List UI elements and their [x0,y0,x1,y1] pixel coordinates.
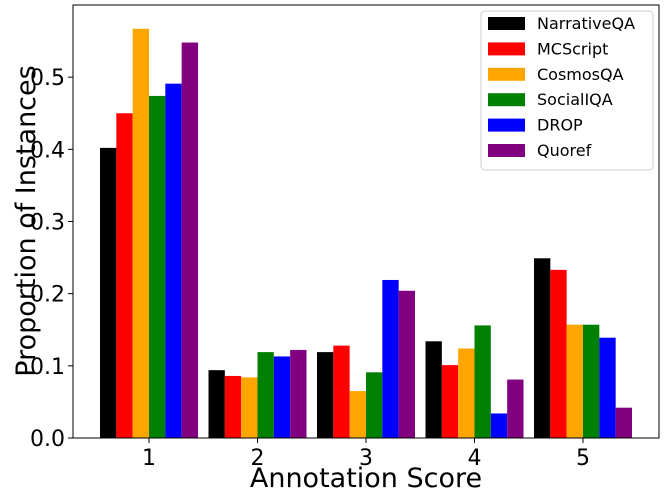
bar-mcscript-2 [224,375,242,438]
bar-mcscript-5 [550,269,567,438]
bars-group [100,28,632,439]
y-tick-label: 0.0 [30,427,65,452]
bar-quoref-3 [398,290,415,438]
bar-quoref-1 [181,42,198,438]
bar-narrativeqa-1 [100,147,117,438]
bar-quoref-5 [615,407,632,438]
bar-cosmosqa-4 [458,348,475,438]
legend-label-quoref: Quoref [537,141,592,160]
legend-label-cosmosqa: CosmosQA [537,65,624,84]
bar-mcscript-1 [116,113,133,438]
bar-socialiqa-3 [366,372,383,438]
bar-narrativeqa-5 [534,258,551,438]
bar-cosmosqa-1 [132,28,149,439]
y-tick-label: 0.5 [30,66,65,91]
bar-drop-4 [490,413,508,438]
x-tick-label: 5 [576,446,590,471]
legend-swatch-drop [488,118,525,132]
bar-mcscript-4 [441,365,459,438]
bar-narrativeqa-3 [317,352,334,438]
bar-socialiqa-2 [257,352,274,438]
y-tick-label: 0.3 [30,211,65,236]
bar-cosmosqa-5 [566,324,583,438]
legend-swatch-quoref [488,144,525,157]
x-tick-label: 3 [359,446,373,471]
y-tick-label: 0.2 [30,283,65,308]
legend-label-narrativeqa: NarrativeQA [537,14,635,33]
y-tick-label: 0.4 [30,138,65,163]
legend-swatch-narrativeqa [488,17,525,30]
x-tick-label: 1 [142,446,156,471]
bar-quoref-2 [290,349,307,438]
legend-swatch-cosmosqa [488,67,525,81]
bar-socialiqa-5 [583,324,600,438]
x-axis: 1 2 3 4 5 [142,438,590,471]
bar-drop-5 [599,337,616,438]
legend-label-socialiqa: SocialIQA [537,90,613,109]
bar-narrativeqa-2 [208,370,225,438]
bar-cosmosqa-2 [241,377,258,438]
bar-drop-1 [165,83,182,438]
bar-cosmosqa-3 [349,391,366,438]
legend-swatch-socialiqa [488,93,525,107]
bar-narrativeqa-4 [425,341,442,438]
x-tick-label: 2 [251,446,265,471]
legend-label-mcscript: MCScript [537,39,608,58]
bar-drop-2 [273,356,291,438]
bar-socialiqa-1 [149,95,166,439]
x-axis-label: Annotation Score [250,463,482,494]
bar-socialiqa-4 [474,325,491,438]
legend-label-drop: DROP [537,116,583,135]
bar-mcscript-3 [333,345,350,438]
y-axis-label: Proportion of Instances [11,65,42,376]
bar-drop-3 [382,279,399,438]
x-tick-label: 4 [468,446,482,471]
legend: NarrativeQA MCScript CosmosQA SocialIQA DROP… [480,10,654,171]
y-tick-label: 0.1 [30,355,65,380]
y-axis: 0.0 0.1 0.2 0.3 0.4 0.5 [30,66,73,452]
bar-quoref-4 [507,379,524,438]
legend-swatch-mcscript [488,42,525,56]
